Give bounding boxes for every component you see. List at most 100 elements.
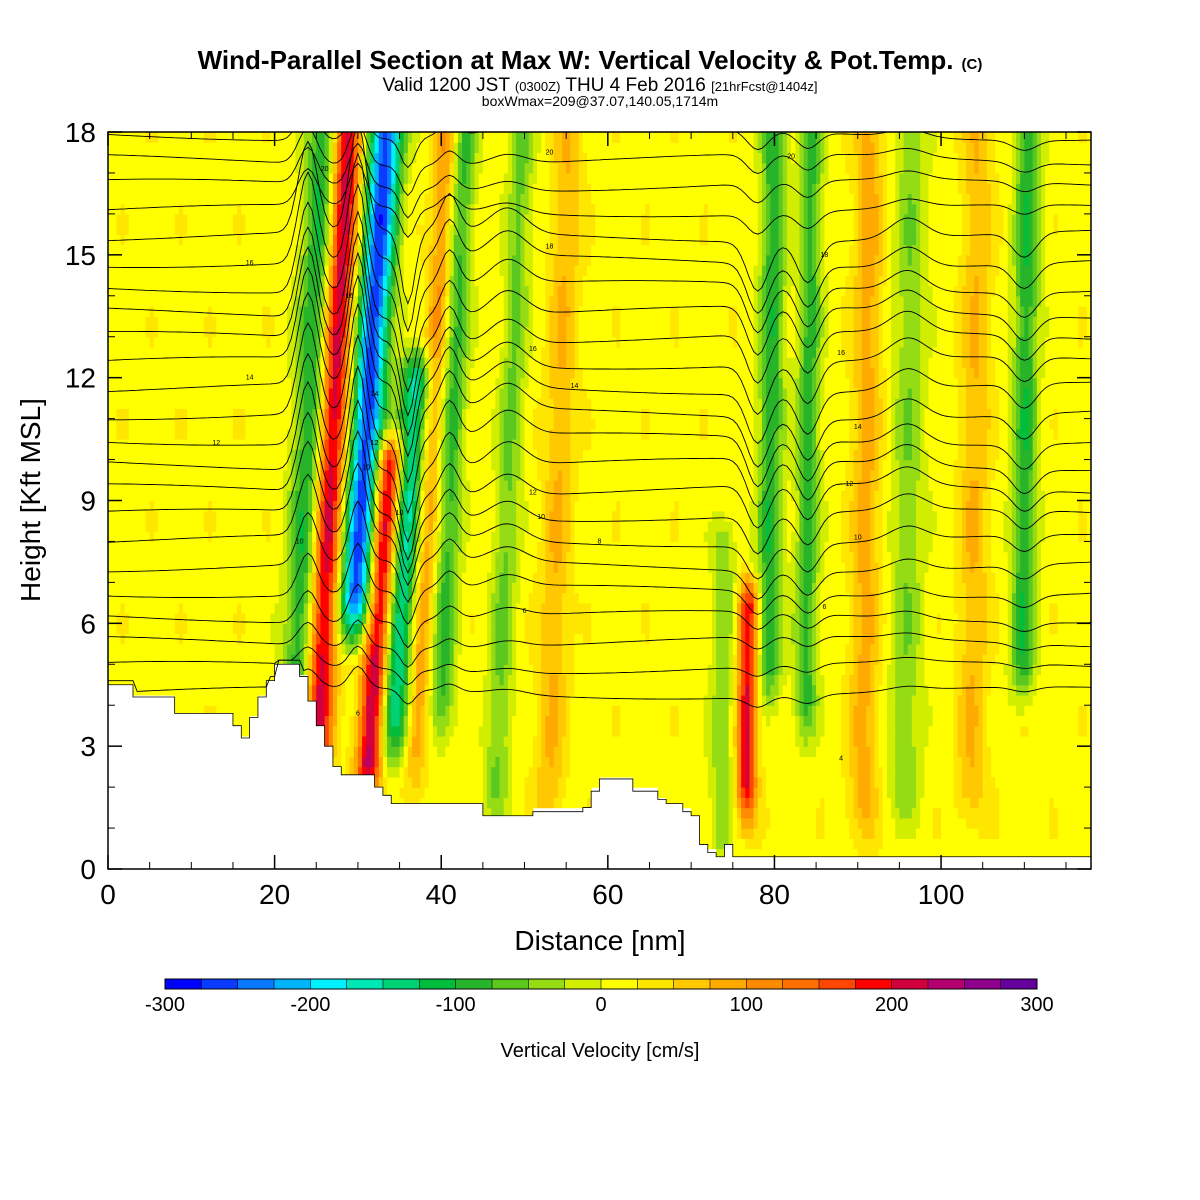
w-cell — [232, 664, 238, 676]
w-cell — [257, 357, 263, 369]
w-cell — [157, 654, 163, 665]
w-cell — [178, 664, 184, 676]
w-cell — [157, 295, 163, 307]
w-cell — [387, 408, 392, 420]
w-cell — [224, 234, 230, 246]
w-cell — [282, 224, 288, 235]
w-cell — [108, 613, 113, 624]
w-cell — [374, 213, 380, 225]
w-cell — [216, 203, 222, 215]
w-cell — [432, 224, 438, 235]
w-cell — [270, 336, 276, 348]
w-cell — [153, 541, 159, 553]
w-cell — [449, 408, 455, 420]
w-cell — [395, 183, 401, 195]
w-cell — [441, 449, 446, 461]
w-cell — [395, 602, 401, 614]
w-cell — [453, 531, 459, 543]
w-cell — [153, 582, 159, 594]
w-cell — [441, 346, 446, 358]
w-cell — [291, 428, 297, 440]
w-cell — [324, 490, 330, 502]
w-cell — [182, 285, 188, 297]
w-cell — [316, 387, 322, 399]
w-cell — [216, 224, 222, 235]
w-cell — [262, 306, 267, 317]
w-cell — [295, 213, 301, 225]
w-cell — [457, 705, 463, 717]
w-cell — [370, 326, 376, 338]
w-cell — [112, 572, 117, 583]
w-cell — [282, 346, 288, 358]
w-cell — [324, 705, 330, 717]
w-cell — [445, 510, 451, 522]
w-cell — [387, 623, 392, 635]
w-cell — [441, 142, 446, 154]
w-cell — [124, 541, 130, 553]
w-cell — [395, 756, 401, 768]
w-cell — [199, 295, 205, 307]
w-cell — [137, 428, 142, 440]
w-cell — [316, 602, 322, 614]
w-cell — [187, 193, 192, 205]
w-cell — [162, 234, 167, 246]
w-cell — [432, 234, 438, 246]
w-cell — [212, 203, 217, 215]
w-cell — [266, 613, 272, 624]
w-cell — [362, 254, 367, 266]
w-cell — [274, 213, 280, 225]
w-cell — [132, 152, 138, 164]
w-cell — [170, 408, 176, 420]
w-cell — [303, 602, 309, 614]
w-cell — [453, 408, 459, 420]
w-cell — [424, 490, 430, 502]
w-cell — [362, 408, 367, 420]
w-cell — [187, 531, 192, 543]
w-cell — [307, 183, 313, 195]
w-cell — [357, 643, 363, 655]
w-cell — [124, 500, 130, 512]
w-cell — [108, 346, 113, 358]
w-cell — [320, 203, 326, 215]
w-cell — [445, 623, 451, 635]
w-cell — [332, 602, 338, 614]
w-cell — [449, 265, 455, 276]
w-cell — [374, 705, 380, 717]
w-cell — [453, 623, 459, 635]
w-cell — [391, 725, 397, 737]
w-cell — [128, 572, 134, 583]
w-cell — [424, 664, 430, 676]
w-cell — [307, 377, 313, 389]
w-cell — [299, 326, 305, 338]
w-cell — [224, 183, 230, 195]
w-cell — [212, 172, 217, 184]
w-cell — [441, 183, 446, 195]
w-cell — [449, 572, 455, 583]
w-cell — [203, 694, 209, 706]
w-cell — [420, 776, 426, 788]
w-cell — [437, 172, 442, 184]
w-cell — [128, 387, 134, 399]
w-cell — [403, 295, 409, 307]
w-cell — [232, 306, 238, 317]
w-cell — [162, 510, 167, 522]
w-cell — [370, 418, 376, 430]
w-cell — [157, 408, 163, 420]
w-cell — [441, 674, 446, 686]
w-cell — [274, 162, 280, 174]
w-cell — [391, 766, 397, 778]
w-cell — [178, 265, 184, 276]
w-cell — [387, 142, 392, 154]
w-cell — [228, 265, 234, 276]
w-cell — [191, 520, 197, 532]
w-cell — [149, 654, 155, 665]
w-cell — [420, 797, 426, 809]
w-cell — [320, 224, 326, 235]
w-cell — [407, 265, 413, 276]
w-cell — [141, 254, 147, 266]
w-cell — [357, 459, 363, 471]
w-cell — [312, 295, 317, 307]
w-cell — [166, 398, 172, 409]
w-cell — [357, 387, 363, 399]
w-cell — [374, 602, 380, 614]
